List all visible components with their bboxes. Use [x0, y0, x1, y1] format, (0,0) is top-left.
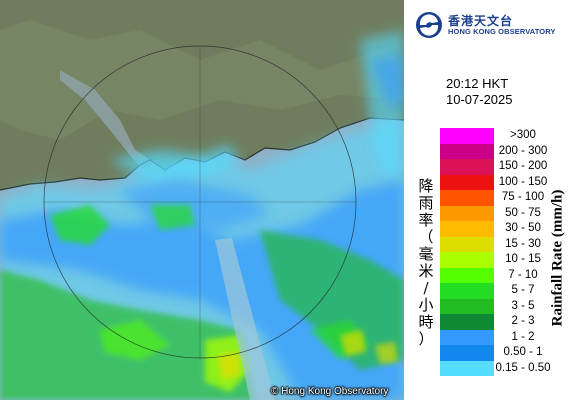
radar-date: 10-07-2025 [446, 92, 513, 107]
legend-label: 30 - 50 [505, 222, 541, 234]
legend-label: >300 [510, 129, 536, 141]
river-estuary [60, 70, 165, 175]
legend-swatch [440, 329, 494, 345]
legend-swatch [440, 252, 494, 268]
radar-beam-shadow [215, 238, 275, 400]
legend-labels: >300 200 - 300 150 - 200 100 - 150 75 - 100 5… [488, 128, 558, 376]
legend-swatch [440, 190, 494, 206]
legend-swatch [440, 360, 494, 376]
legend-label: 100 - 150 [498, 175, 548, 188]
rain-echo-intense [205, 330, 398, 392]
legend-swatch [440, 283, 494, 299]
logo-name-zh: 香港天文台 [448, 14, 514, 28]
radar-time: 20:12 HKT [446, 76, 509, 91]
legend-swatch [440, 221, 494, 237]
legend-label: 5 - 7 [511, 284, 535, 296]
legend-swatch [440, 314, 494, 330]
legend-swatch [440, 174, 494, 190]
legend-swatch [440, 128, 494, 144]
legend-title-zh: 降雨率（毫米 / 小時） [418, 177, 434, 348]
legend-swatch [440, 298, 494, 314]
legend-title-en: Rainfall Rate (mm/h) [549, 189, 566, 327]
legend-swatch [440, 143, 494, 159]
legend-swatch [440, 236, 494, 252]
legend-swatch [440, 159, 494, 175]
hko-logo-icon [416, 12, 442, 38]
legend-label: 75 - 100 [501, 191, 545, 203]
legend-label: 10 - 15 [505, 253, 541, 265]
radar-map[interactable]: © Hong Kong Observatory [0, 0, 404, 400]
legend-label: 50 - 75 [505, 206, 541, 219]
legend-label: 200 - 300 [498, 144, 548, 157]
legend-color-scale [440, 128, 494, 376]
logo-name-en: HONG KONG OBSERVATORY [448, 27, 556, 36]
legend-label: 1 - 2 [511, 330, 535, 343]
legend-swatch [440, 205, 494, 221]
legend-panel: 香港天文台 HONG KONG OBSERVATORY 20:12 HKT 10… [404, 0, 577, 400]
legend-label: 3 - 5 [511, 299, 535, 312]
rain-echo-heavy [0, 205, 404, 400]
legend-label: 2 - 3 [511, 315, 535, 327]
map-copyright: © Hong Kong Observatory [271, 386, 388, 397]
legend-label: 15 - 30 [505, 237, 541, 250]
legend-label: 150 - 200 [498, 160, 548, 172]
legend-swatch [440, 345, 494, 361]
legend-label: 0.50 - 1 [503, 346, 543, 358]
hko-logo[interactable] [414, 8, 574, 38]
legend-label: 7 - 10 [508, 268, 538, 281]
legend-swatch [440, 267, 494, 283]
legend-label: 0.15 - 0.50 [495, 361, 551, 374]
